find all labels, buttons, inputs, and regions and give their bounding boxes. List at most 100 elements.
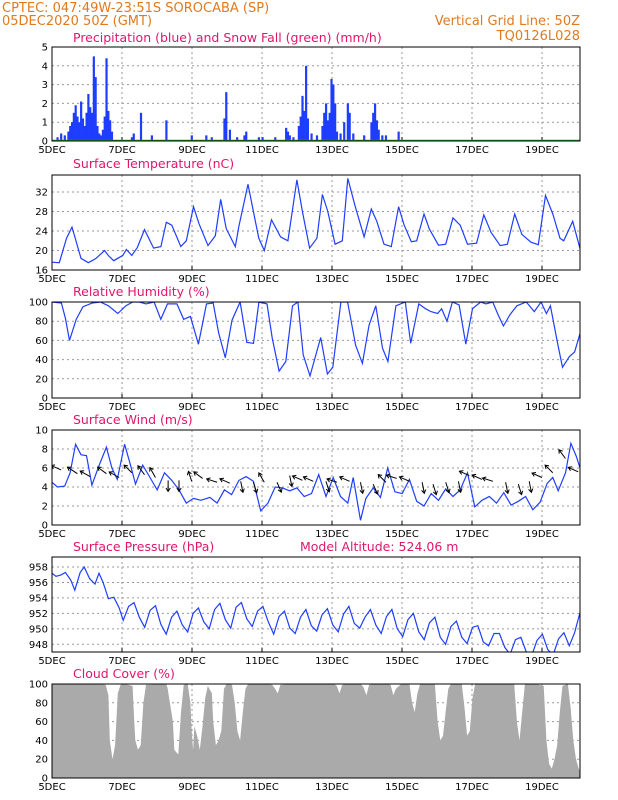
wind-arrow [326,478,338,483]
wind-arrow-head [123,464,129,470]
precip-bar [335,131,339,141]
precip-bar [297,125,300,141]
x-tick-label: 15DEC [385,529,419,540]
precip-bar [377,129,380,141]
wind-arrow [372,483,379,495]
precip-bar [261,137,264,141]
wind-arrow [292,475,303,481]
wind-arrow [97,466,107,475]
precip-bar [332,84,335,141]
x-tick-label: 5DEC [38,274,65,285]
wind-arrow-head [277,488,283,493]
panel-data [52,441,580,521]
y-tick-label: 100 [29,298,48,309]
wind-arrow [359,482,364,494]
wind-arrow-head [205,477,211,483]
precip-bar [87,94,90,141]
wind-arrow [339,476,350,482]
panel-data [52,684,580,778]
wind-arrow [482,477,494,482]
x-tick-label: 7DEC [108,529,135,540]
precip-bar [96,125,99,141]
precip-panel-title: Precipitation (blue) and Snow Fall (gree… [73,30,382,45]
wind-arrow-head [481,476,487,482]
precip-bar [76,116,79,141]
wind-arrow-head [253,488,259,494]
panel-data [52,302,580,378]
precip-bar [99,135,103,141]
wind-arrow [421,482,425,494]
wind-arrow-head [326,477,331,483]
wind-arrow-head [558,448,563,454]
x-tick-label: 17DEC [455,656,489,667]
precip-bar [274,137,277,141]
wind-arrow [67,466,78,475]
wind-arrow [206,478,218,483]
precip-bar [310,133,313,141]
x-tick-label: 17DEC [455,529,489,540]
precip-bar [301,95,304,141]
wind-arrow-head [79,470,85,475]
y-tick-label: 4 [42,483,48,494]
x-tick-label: 11DEC [245,145,279,156]
x-tick-label: 5DEC [38,656,65,667]
precip-bar [78,122,81,141]
wind-arrow [386,474,397,479]
precip-bar [60,133,63,141]
y-tick-label: 80 [35,698,48,709]
wind-arrow-head [258,472,263,477]
x-tick-label: 17DEC [455,274,489,285]
precip-bar [303,110,306,141]
y-tick-label: 5 [42,43,48,54]
wind-arrow-head [302,475,308,481]
wind-arrow-head [66,466,72,471]
precip-bar [288,135,291,141]
wind-arrow-head [544,464,550,470]
wind-arrow [108,471,120,478]
panel-frame [51,301,581,399]
precip-bar [74,105,77,141]
y-tick-label: 40 [35,355,48,366]
precip-bar [105,58,108,141]
wind-arrow-head [458,470,464,475]
x-tick-label: 7DEC [108,145,135,156]
x-tick-label: 15DEC [385,656,419,667]
wind-arrow [531,472,543,478]
precip-bar [81,118,85,141]
precip-bar [90,112,94,141]
wind-arrow [517,483,523,495]
panel-frame [51,429,581,526]
x-tick-label: 13DEC [315,274,349,285]
precip-bar [83,125,86,141]
precip-bar [94,77,97,141]
y-tick-label: 100 [29,680,48,691]
x-tick-label: 5DEC [38,402,65,413]
precip-bar [381,135,384,141]
wind-arrow-head [176,487,182,493]
y-tick-label: 4 [42,61,48,72]
x-tick-label: 5DEC [38,782,65,793]
wind-arrow [79,470,91,477]
y-tick-label: 2 [42,502,48,513]
x-tick-label: 13DEC [315,656,349,667]
wind-arrow [289,475,293,487]
wind-arrow-head [377,473,383,479]
precip-bar [109,120,112,141]
precip-bar [292,137,295,141]
y-tick-label: 0 [42,774,48,785]
precip-bar [299,116,302,141]
temp-panel-title: Surface Temperature (nC) [73,156,234,171]
wind-arrow-head [325,487,331,493]
y-tick-label: 28 [35,207,48,218]
x-tick-label: 15DEC [385,782,419,793]
precip-bar [107,110,110,141]
wind-arrow [193,471,203,479]
precip-bar [223,118,226,141]
wind-arrow-head [338,475,344,481]
wind-arrow-head [137,465,142,470]
precip-bar [139,112,143,141]
y-tick-label: 2 [42,99,48,110]
precip-bar [67,131,70,141]
panel-frame [51,174,581,271]
precip-bar [150,135,153,141]
